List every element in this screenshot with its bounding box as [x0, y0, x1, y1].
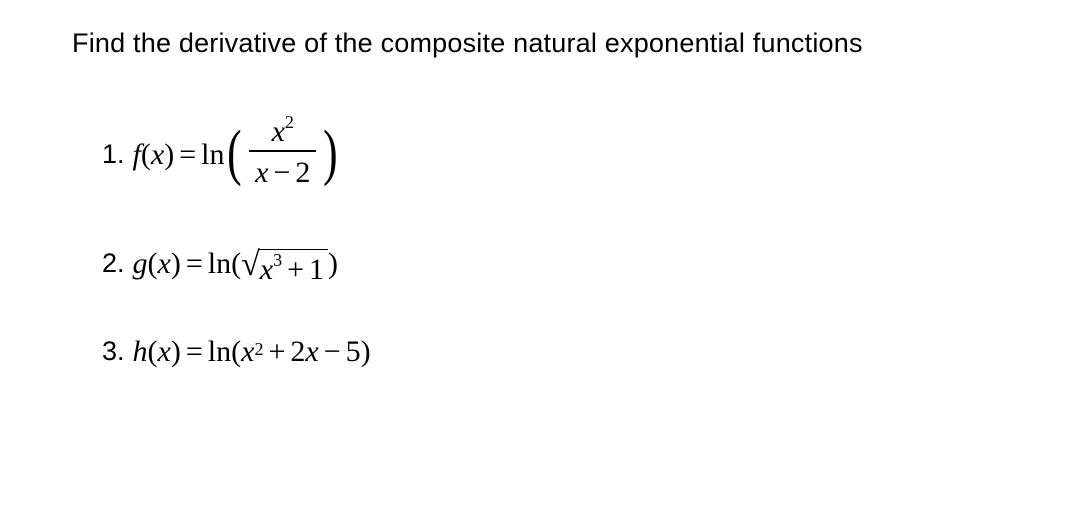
- problem-2: 2. g(x) = ln(√x3+1): [102, 245, 1008, 283]
- sqrt-base: x: [260, 253, 273, 286]
- term2-op: +: [268, 335, 285, 369]
- function-name: g: [133, 247, 148, 281]
- sqrt-op: +: [287, 253, 304, 286]
- big-close-paren: ): [323, 122, 337, 184]
- equals: =: [186, 247, 203, 281]
- open-paren-arg: (: [231, 335, 241, 369]
- problem-1: 1. f(x) = ln ( x2 x−2 ): [102, 117, 1008, 193]
- sqrt-content: x3+1: [258, 249, 328, 287]
- variable: x: [158, 247, 171, 281]
- numerator: x2: [266, 115, 300, 150]
- problem-3: 3. h(x) = ln(x2+2x−5): [102, 335, 1008, 369]
- instruction-text: Find the derivative of the composite nat…: [72, 28, 1008, 59]
- close-paren: ): [171, 247, 181, 281]
- outer-function: ln: [208, 247, 231, 281]
- equals: =: [179, 138, 196, 172]
- denom-const: 2: [295, 156, 310, 189]
- sqrt-exp: 3: [273, 250, 282, 270]
- fraction: x2 x−2: [249, 115, 316, 191]
- numerator-exp: 2: [285, 112, 294, 132]
- term3-const: 5: [346, 335, 361, 369]
- open-paren-arg: (: [231, 247, 241, 281]
- term2-coef: 2: [290, 335, 305, 369]
- problem-number: 2.: [102, 248, 125, 279]
- outer-function: ln: [201, 138, 224, 172]
- open-paren: (: [148, 335, 158, 369]
- outer-function: ln: [208, 335, 231, 369]
- open-paren: (: [141, 138, 151, 172]
- term1-exp: 2: [254, 339, 263, 360]
- close-paren: ): [164, 138, 174, 172]
- term1-base: x: [241, 335, 254, 369]
- problem-number: 1.: [102, 139, 125, 170]
- variable: x: [158, 335, 171, 369]
- big-open-paren: (: [228, 122, 242, 184]
- close-paren-arg: ): [328, 247, 338, 281]
- term2-var: x: [305, 335, 318, 369]
- term3-op: −: [324, 335, 341, 369]
- problem-number: 3.: [102, 336, 125, 367]
- close-paren: ): [171, 335, 181, 369]
- numerator-base: x: [272, 115, 285, 148]
- open-paren: (: [148, 247, 158, 281]
- denom-var: x: [255, 156, 268, 189]
- close-paren-arg: ): [361, 335, 371, 369]
- document-container: Find the derivative of the composite nat…: [0, 0, 1080, 397]
- variable: x: [151, 138, 164, 172]
- function-name: f: [133, 138, 141, 172]
- denom-op: −: [273, 156, 290, 189]
- denominator: x−2: [249, 152, 316, 191]
- function-name: h: [133, 335, 148, 369]
- sqrt: √x3+1: [241, 245, 328, 283]
- equals: =: [186, 335, 203, 369]
- sqrt-const: 1: [309, 253, 324, 286]
